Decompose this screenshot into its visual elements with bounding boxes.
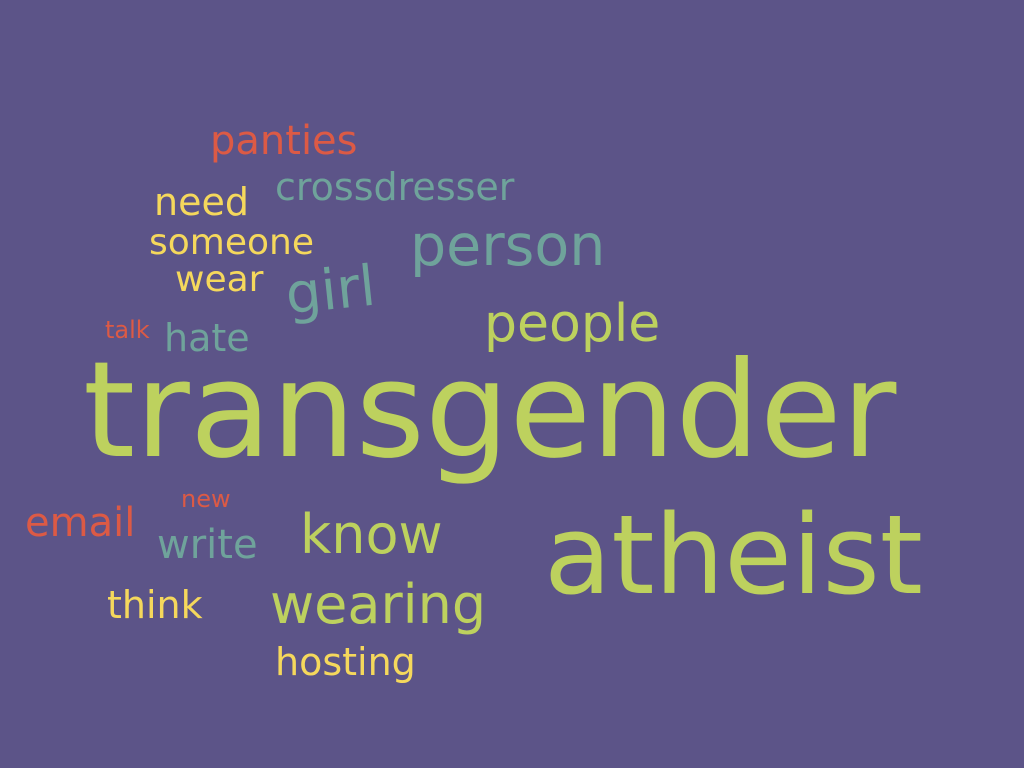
word-atheist: atheist: [544, 491, 923, 619]
word-need: need: [154, 180, 249, 224]
word-panties: panties: [210, 118, 358, 164]
word-someone: someone: [149, 222, 314, 263]
word-wear: wear: [175, 259, 264, 300]
word-think: think: [107, 583, 203, 627]
word-wearing: wearing: [270, 573, 487, 636]
word-girl: girl: [282, 253, 379, 328]
word-new: new: [181, 485, 231, 513]
word-talk: talk: [105, 316, 150, 344]
word-person: person: [410, 213, 606, 279]
word-crossdresser: crossdresser: [275, 165, 515, 209]
word-email: email: [25, 500, 136, 546]
word-people: people: [484, 294, 661, 354]
word-hosting: hosting: [275, 640, 416, 684]
word-transgender: transgender: [83, 334, 897, 488]
word-write: write: [157, 522, 258, 568]
word-know: know: [300, 503, 443, 566]
word-hate: hate: [164, 316, 250, 360]
